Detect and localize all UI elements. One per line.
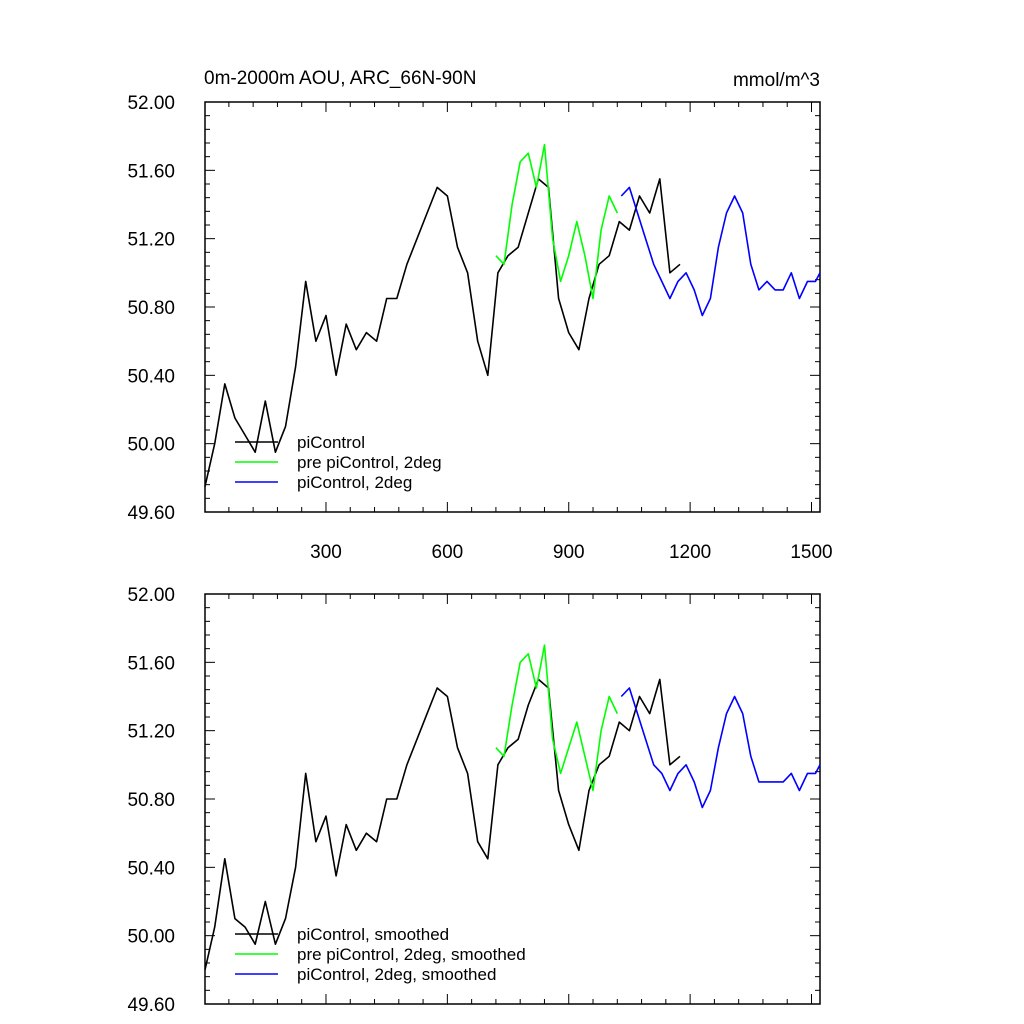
y-tick-label: 50.40 (127, 858, 175, 879)
x-tick-label: 1500 (790, 542, 832, 563)
y-tick-label: 51.60 (127, 653, 175, 674)
y-tick-label: 51.60 (127, 161, 175, 182)
y-tick-label: 50.80 (127, 298, 175, 319)
series-lines (204, 143, 821, 487)
x-tick-label: 600 (432, 542, 464, 563)
series-line (620, 186, 821, 317)
y-tick-label: 49.60 (127, 503, 175, 524)
series-line (204, 678, 681, 970)
legend-label: piControl, 2deg, smoothed (297, 965, 496, 984)
y-tick-label: 50.40 (127, 366, 175, 387)
y-tick-label: 50.00 (127, 927, 175, 948)
legend-label: piControl, 2deg (297, 473, 412, 492)
x-tick-label: 1200 (669, 542, 711, 563)
bottom-panel: 49.60 50.00 50.40 50.80 51.20 51.60 52.00 piCo… (127, 585, 821, 1016)
y-tick-label: 52.00 (127, 585, 175, 606)
axes: 49.60 50.00 50.40 50.80 51.20 51.60 52.00 300 60… (127, 93, 832, 563)
legend-label: piControl (297, 433, 365, 452)
top-panel: 0m-2000m AOU, ARC_66N-90N mmol/m^3 49.60… (127, 68, 832, 563)
legend-label: pre piControl, 2deg (297, 453, 442, 472)
y-tick-label: 51.20 (127, 230, 175, 251)
units-label: mmol/m^3 (733, 70, 820, 91)
axes: 49.60 50.00 50.40 50.80 51.20 51.60 52.00 (127, 585, 820, 1016)
series-line (204, 178, 681, 487)
x-tick-label: 900 (553, 542, 585, 563)
y-tick-label: 50.80 (127, 790, 175, 811)
panel-title: 0m-2000m AOU, ARC_66N-90N (204, 68, 476, 89)
legend-label: pre piControl, 2deg, smoothed (297, 945, 526, 964)
series-line (620, 687, 821, 809)
series-line (495, 644, 619, 792)
y-tick-label: 49.60 (127, 995, 175, 1016)
y-tick-label: 51.20 (127, 722, 175, 743)
y-tick-label: 52.00 (127, 93, 175, 114)
x-tick-label: 300 (310, 542, 342, 563)
series-line (495, 143, 619, 300)
series-lines (204, 644, 821, 970)
y-tick-label: 50.00 (127, 435, 175, 456)
legend-label: piControl, smoothed (297, 925, 449, 944)
